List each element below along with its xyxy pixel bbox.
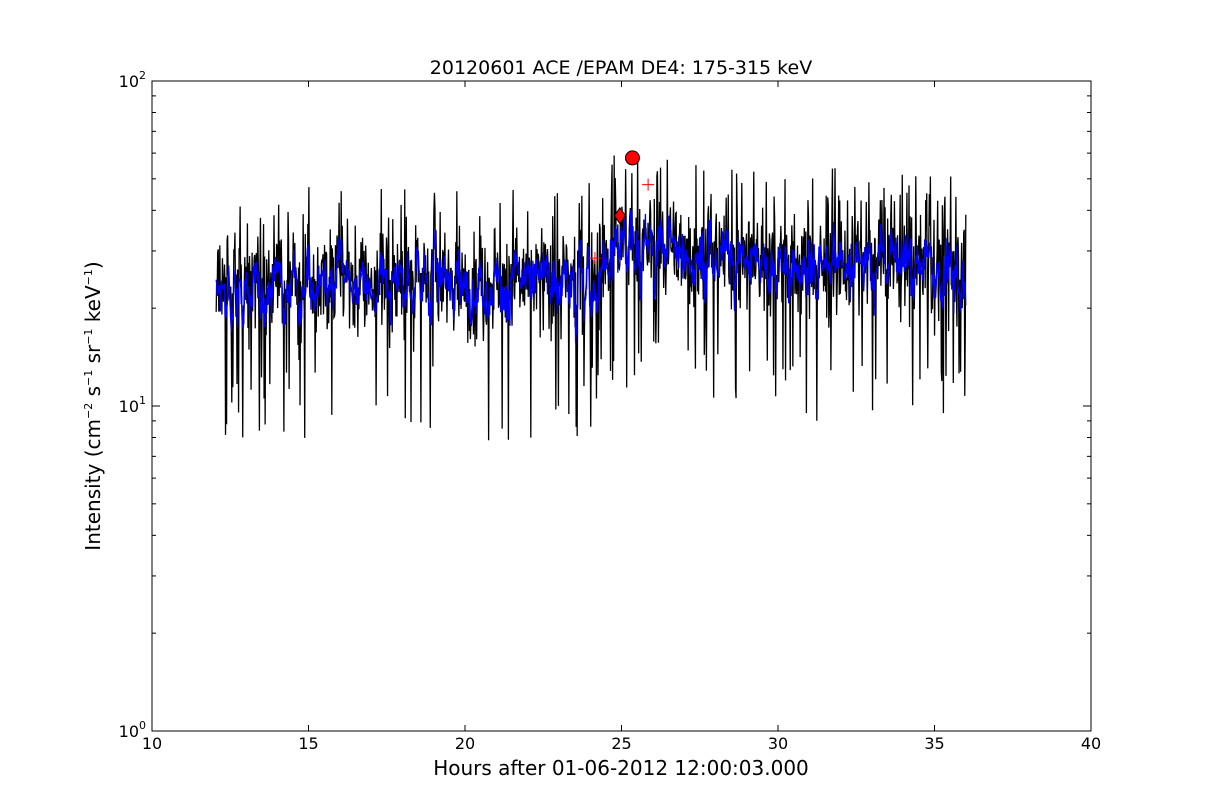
chart-title: 20120601 ACE /EPAM DE4: 175-315 keV	[430, 57, 812, 79]
series-line-smoothed	[215, 209, 967, 344]
marker-circle	[624, 150, 640, 166]
marker-layer	[588, 150, 655, 265]
y-tick-label: 102	[119, 69, 146, 91]
tick-layer: 10 15 20 25 30 35 40 100 101 102	[119, 69, 1102, 753]
series-layer	[215, 155, 967, 441]
marker-plus	[588, 252, 601, 265]
series-line-raw	[215, 155, 967, 441]
y-tick-label: 100	[119, 719, 146, 741]
x-tick-label: 40	[1081, 734, 1101, 753]
y-axis-label: Intensity (cm−2 s−1 sr−1 keV−1)	[81, 261, 105, 550]
x-tick-label: 35	[924, 734, 944, 753]
x-tick-label: 20	[455, 734, 475, 753]
x-axis-label: Hours after 01-06-2012 12:00:03.000	[433, 756, 809, 780]
marker-diamond	[613, 206, 627, 225]
y-tick-label: 101	[119, 394, 146, 416]
x-tick-label: 25	[611, 734, 631, 753]
x-tick-label: 10	[142, 734, 162, 753]
marker-plus	[642, 178, 655, 191]
x-tick-label: 30	[768, 734, 788, 753]
x-tick-label: 15	[298, 734, 318, 753]
